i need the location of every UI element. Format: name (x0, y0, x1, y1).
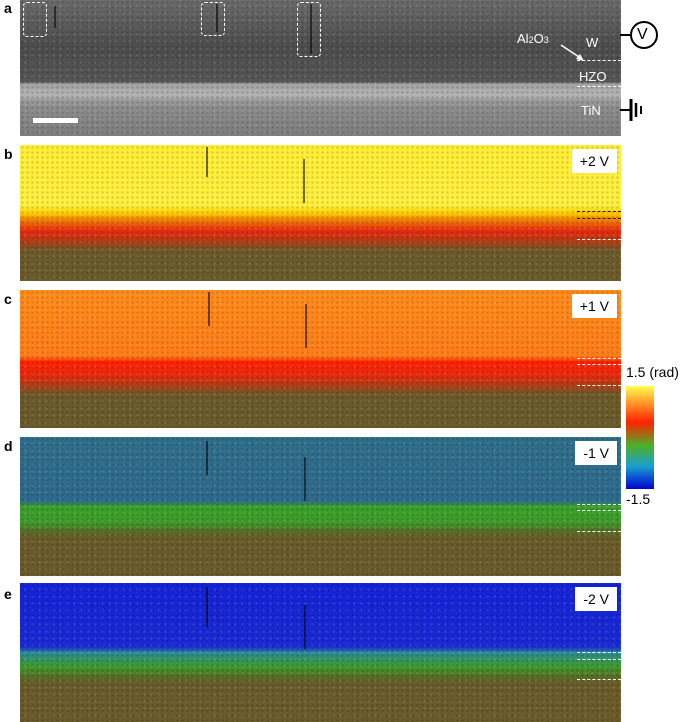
interface-line (577, 510, 621, 511)
domain-wall (206, 441, 208, 475)
interface-line (577, 531, 621, 532)
tem-image-panel: Al2O3 W HZO TiN (20, 0, 621, 136)
interface-line (577, 218, 621, 219)
domain-wall (304, 457, 306, 501)
phase-noise (20, 583, 621, 722)
panel-label-d: d (4, 438, 13, 454)
al2o3-label: Al2O3 (517, 31, 549, 46)
voltage-symbol: V (637, 26, 648, 43)
phase-noise (20, 437, 621, 576)
domain-wall (305, 304, 307, 348)
grain-boundary (216, 4, 218, 32)
domain-wall (206, 147, 208, 177)
domain-wall (304, 605, 306, 649)
phase-colorbar (626, 386, 654, 489)
voltage-source-icon (620, 21, 658, 49)
interface-line (577, 358, 621, 359)
colorbar-min-label: -1.5 (626, 491, 651, 507)
interface-line (577, 211, 621, 212)
interface-line-w (577, 60, 621, 61)
phase-map-plus2v: +2 V (20, 145, 621, 281)
tin-layer-label: TiN (581, 103, 601, 118)
domain-wall (208, 292, 210, 326)
scale-bar (33, 118, 78, 123)
interface-line (577, 504, 621, 505)
phase-noise (20, 290, 621, 428)
interface-line (577, 385, 621, 386)
voltage-tag-minus1: -1 V (575, 441, 617, 465)
grain-boundary (54, 6, 56, 28)
panel-label-c: c (4, 291, 12, 307)
grain-boundary-box-2 (201, 2, 225, 36)
interface-line (577, 679, 621, 680)
voltage-tag-plus2: +2 V (571, 149, 617, 173)
interface-line (577, 652, 621, 653)
ground-icon (620, 99, 642, 121)
interface-line (577, 239, 621, 240)
colorbar-max-label: 1.5 (rad) (626, 364, 679, 380)
voltage-tag-minus2: -2 V (575, 587, 617, 611)
domain-wall (206, 587, 208, 627)
phase-map-minus2v: -2 V (20, 583, 621, 722)
grain-boundary (310, 4, 312, 54)
interface-line (577, 659, 621, 660)
panel-label-e: e (4, 586, 12, 602)
al2o3-arrow (560, 44, 584, 61)
grain-boundary-box-1 (23, 2, 47, 37)
phase-noise (20, 145, 621, 281)
phase-map-plus1v: +1 V (20, 290, 621, 428)
w-layer-label: W (586, 35, 599, 50)
interface-line (577, 364, 621, 365)
phase-map-minus1v: -1 V (20, 437, 621, 576)
grain-boundary-box-3 (297, 2, 321, 57)
interface-line-hzo (577, 86, 621, 87)
panel-label-a: a (4, 0, 12, 16)
hzo-layer-label: HZO (579, 69, 607, 84)
voltage-tag-plus1: +1 V (571, 294, 617, 318)
panel-label-b: b (4, 146, 13, 162)
domain-wall (303, 159, 305, 203)
